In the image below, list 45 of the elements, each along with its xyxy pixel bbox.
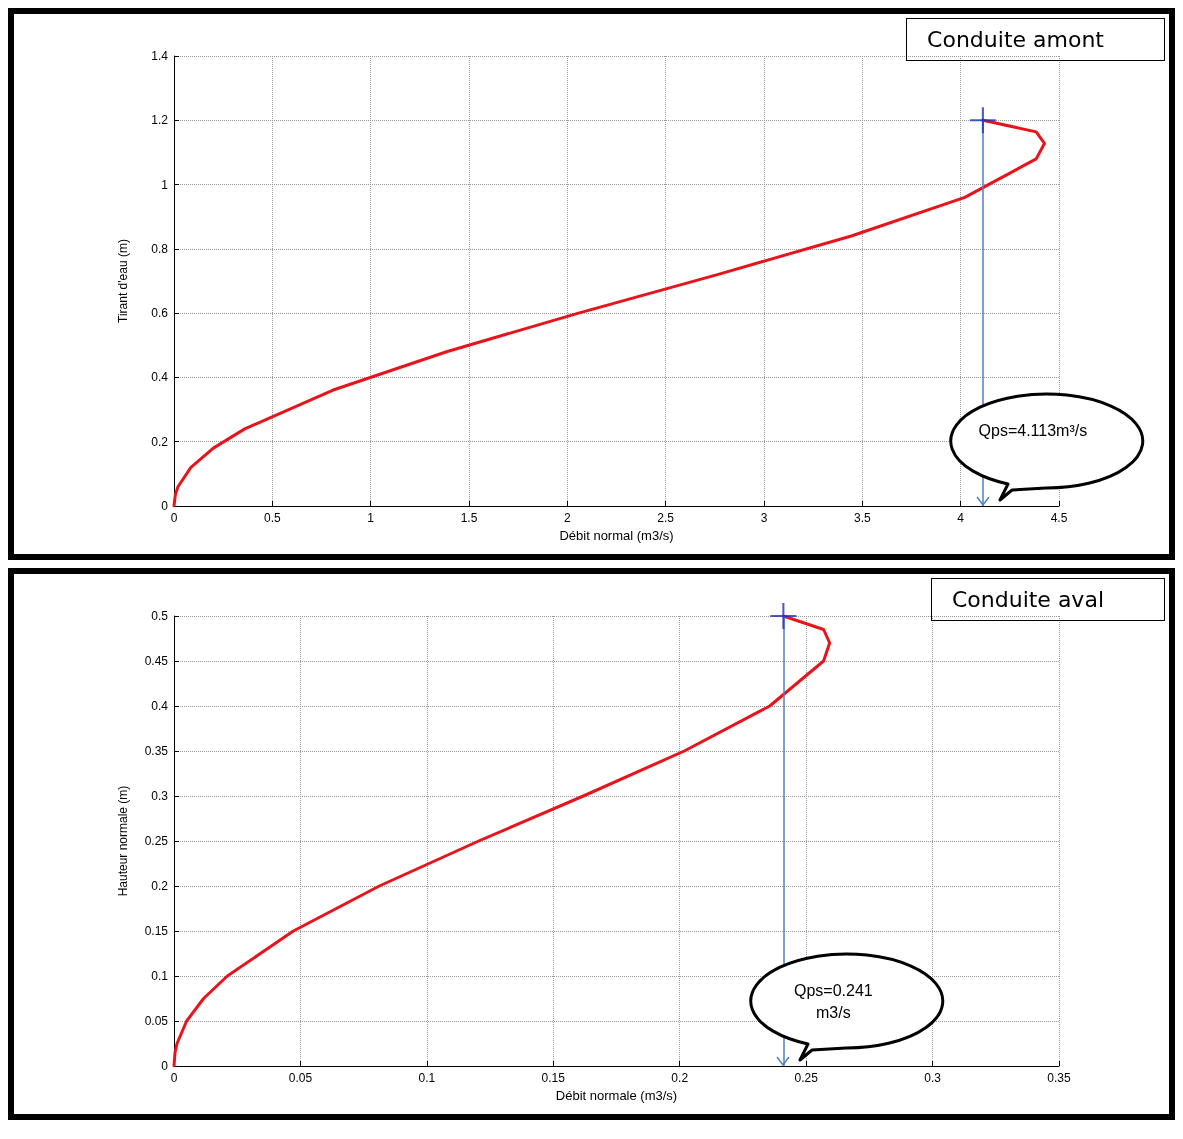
y-tick-label: 0.2 <box>151 434 169 449</box>
x-tick-label: 1 <box>367 511 375 525</box>
x-tick-label: 1.5 <box>460 511 478 525</box>
ref-line-label: Qps=4.113m³/s <box>977 421 1088 441</box>
y-tick-label: 1.4 <box>151 49 169 63</box>
chart-title: Conduite aval <box>930 578 1165 621</box>
y-tick-label: 0.8 <box>151 241 169 256</box>
x-tick-label: 2 <box>563 511 571 525</box>
x-tick-label: 0.2 <box>671 1071 689 1085</box>
x-axis-title: Débit normale (m3/s) <box>555 1087 678 1103</box>
ref-line-label: Qps=0.241 m3/s <box>793 981 874 1023</box>
y-tick-label: 0.25 <box>144 834 169 848</box>
x-tick-label: 0 <box>170 511 178 525</box>
y-tick-label: 0 <box>161 499 169 513</box>
y-tick-label: 0.6 <box>151 306 169 321</box>
y-tick-label: 0.3 <box>151 789 169 803</box>
y-axis-title: Tirant d'eau (m) <box>116 239 130 323</box>
x-tick-label: 4.5 <box>1050 511 1068 525</box>
y-tick-label: 0.35 <box>144 744 169 758</box>
y-tick-label: 1 <box>161 177 169 192</box>
y-tick-label: 0.4 <box>151 699 169 713</box>
y-tick-label: 0 <box>161 1059 169 1073</box>
x-tick-label: 0.15 <box>541 1071 566 1085</box>
x-tick-label: 0.25 <box>794 1071 819 1085</box>
x-tick-label: 0.35 <box>1047 1071 1071 1085</box>
chart-title: Conduite amont <box>906 18 1165 61</box>
x-tick-label: 2.5 <box>657 511 675 525</box>
x-tick-label: 3 <box>760 511 768 525</box>
y-tick-label: 0.15 <box>144 924 169 938</box>
y-tick-label: 0.05 <box>144 1014 169 1028</box>
x-tick-label: 4 <box>957 511 965 525</box>
y-tick-label: 0.4 <box>151 370 169 385</box>
x-tick-label: 0.05 <box>288 1071 313 1085</box>
y-tick-label: 0.5 <box>151 609 169 623</box>
x-tick-label: 0 <box>170 1071 178 1085</box>
x-tick-label: 0.3 <box>924 1071 942 1085</box>
x-tick-label: 0.5 <box>263 511 281 525</box>
y-tick-label: 0.2 <box>151 879 169 893</box>
x-tick-label: 0.1 <box>418 1071 436 1085</box>
x-tick-label: 3.5 <box>853 511 871 525</box>
y-axis-title: Hauteur normale (m) <box>116 785 130 897</box>
y-tick-label: 0.1 <box>151 969 169 983</box>
y-tick-label: 0.45 <box>144 654 169 668</box>
x-axis-title: Débit normal (m3/s) <box>559 527 674 543</box>
y-tick-label: 1.2 <box>151 113 169 128</box>
